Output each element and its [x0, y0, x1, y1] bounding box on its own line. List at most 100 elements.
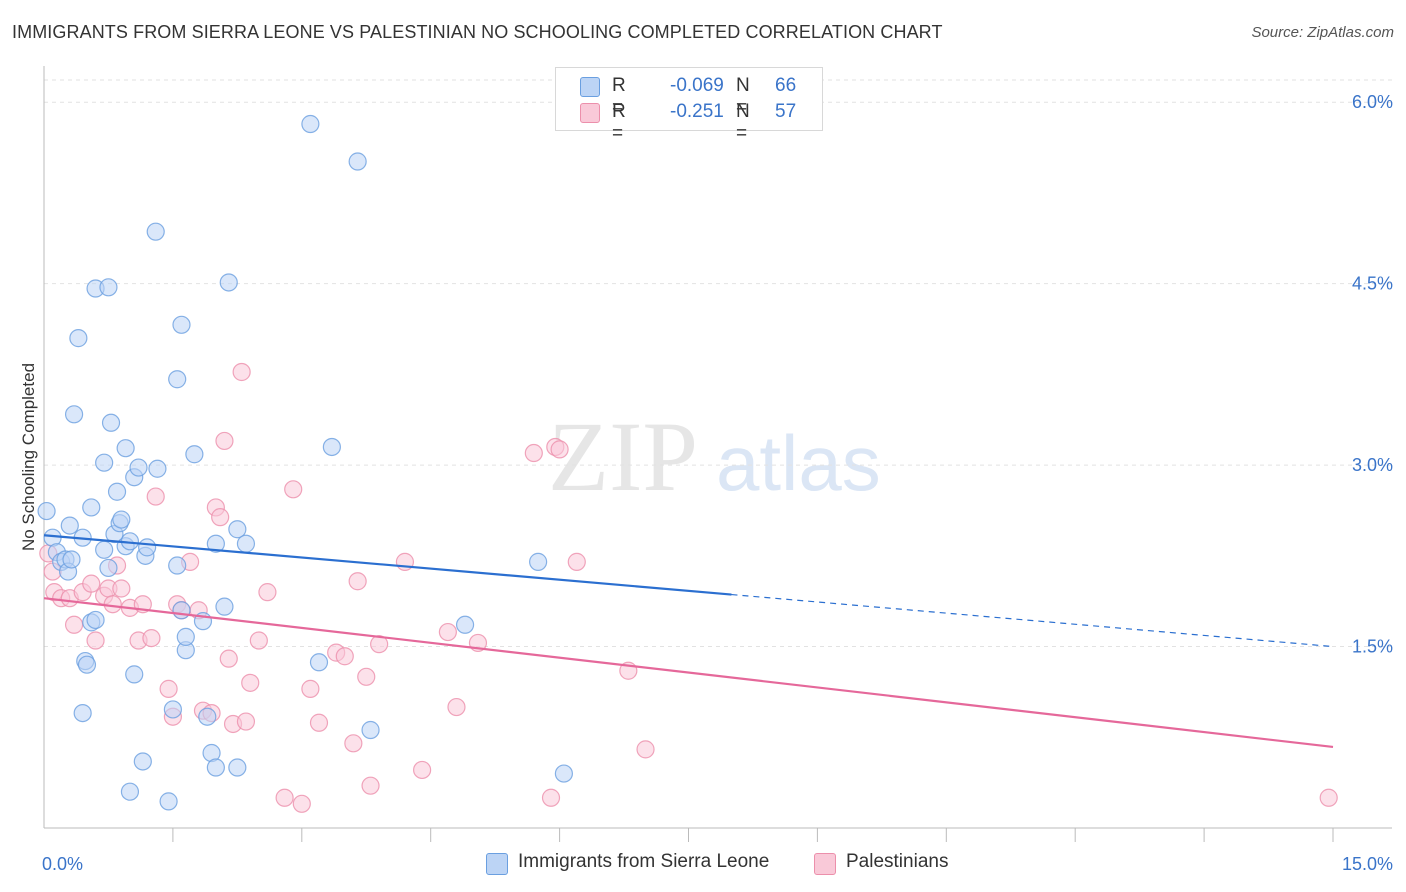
sierra-leone-point — [125, 665, 144, 684]
sierra-leone-point — [107, 482, 127, 501]
y-tick-label: 4.5% — [1352, 274, 1393, 294]
palestinian-point — [541, 788, 561, 807]
sierra-leone-point — [86, 610, 105, 630]
sierra-leone-point — [37, 501, 56, 521]
legend-n-value: 57 — [775, 101, 797, 122]
palestinian-point — [438, 622, 457, 642]
palestinian-point — [232, 362, 251, 382]
y-axis-title: No Schooling Completed — [19, 363, 38, 551]
palestinian-point — [357, 667, 376, 686]
sierra-leone-point — [206, 534, 225, 553]
palestinian-points — [39, 362, 1338, 813]
sierra-leone-point — [138, 538, 157, 557]
sierra-leone-point — [206, 758, 225, 777]
sierra-leone-point — [219, 273, 238, 292]
sierra-leone-point — [82, 498, 101, 517]
palestinian-point — [335, 647, 354, 666]
palestinian-point — [524, 443, 543, 463]
palestinian-point — [1319, 788, 1338, 807]
palestinian-point — [361, 776, 380, 795]
legend-swatch-pink — [580, 103, 600, 123]
palestinian-point — [215, 431, 234, 451]
sierra-leone-point — [168, 556, 187, 575]
sierra-leone-point — [163, 700, 182, 719]
palestinian-point — [344, 734, 363, 753]
gridlines — [44, 79, 1392, 648]
legend-r-value: -0.251 — [670, 101, 724, 122]
palestinian-point — [413, 760, 432, 780]
sierra-leone-point — [99, 278, 118, 297]
legend-n-label: N = — [736, 101, 750, 144]
sierra-leone-point — [133, 752, 152, 771]
sierra-leone-trend-line — [43, 534, 732, 596]
x-tick-label-min: 0.0% — [42, 854, 83, 874]
palestinian-point — [211, 508, 230, 527]
palestinian-point — [301, 679, 320, 698]
palestinian-point — [112, 579, 131, 598]
sierra-leone-point — [236, 534, 256, 553]
palestinian-point — [159, 679, 178, 698]
palestinian-point — [241, 673, 260, 692]
sierra-leone-point — [361, 720, 380, 740]
palestinian-point — [64, 615, 84, 634]
palestinian-point — [284, 480, 303, 499]
source-label: Source: ZipAtlas.com — [1251, 24, 1394, 41]
sierra-leone-points — [37, 114, 573, 811]
palestinian-point — [249, 631, 268, 650]
sierra-leone-point — [228, 758, 247, 777]
legend-r-label: R = — [612, 101, 626, 144]
sierra-leone-point — [215, 597, 234, 616]
axis-labels: 1.5% 3.0% 4.5% 6.0% 0.0% 15.0% No Schooling Co… — [19, 92, 1393, 874]
chart-title: IMMIGRANTS FROM SIERRA LEONE VS PALESTIN… — [12, 22, 943, 42]
palestinian-point — [236, 712, 256, 731]
sierra-leone-point — [116, 439, 135, 458]
sierra-leone-point — [301, 114, 320, 134]
palestinian-point — [636, 740, 655, 759]
legend-n-value: 66 — [775, 75, 797, 96]
palestinian-point — [309, 713, 329, 732]
sierra-leone-point — [95, 540, 114, 559]
sierra-leone-point — [64, 405, 84, 424]
palestinian-point — [103, 595, 122, 614]
palestinian-point — [292, 794, 311, 813]
palestinian-point — [258, 583, 277, 602]
y-tick-label: 6.0% — [1352, 92, 1393, 112]
palestinian-point — [447, 697, 466, 717]
sierra-leone-point — [62, 550, 81, 569]
palestinian-trend-line — [43, 597, 1334, 749]
sierra-leone-point — [554, 764, 573, 783]
sierra-leone-point — [198, 707, 217, 726]
sierra-leone-point — [176, 627, 195, 646]
trend-lines — [43, 534, 1334, 749]
palestinian-point — [219, 649, 238, 668]
watermark-zip: ZIP — [548, 401, 698, 512]
sierra-leone-point — [309, 653, 329, 672]
sierra-leone-point — [120, 782, 140, 801]
watermark-atlas: atlas — [716, 419, 881, 507]
palestinian-point — [86, 631, 105, 650]
sierra-leone-point — [172, 315, 191, 334]
sierra-leone-point — [146, 222, 165, 241]
sierra-leone-trend-extension — [731, 593, 1334, 648]
palestinian-point — [82, 574, 101, 593]
sierra-leone-point — [322, 437, 341, 457]
bottom-swatch-blue — [486, 853, 508, 875]
y-tick-label: 3.0% — [1352, 455, 1393, 475]
sierra-leone-point — [348, 152, 367, 171]
palestinian-point — [142, 628, 161, 648]
sierra-leone-point — [60, 516, 79, 535]
bottom-legend-label: Immigrants from Sierra Leone — [518, 851, 770, 872]
sierra-leone-point — [101, 413, 121, 432]
legend-r-label: R = — [612, 75, 626, 118]
sierra-leone-point — [112, 510, 131, 529]
sierra-leone-point — [148, 459, 167, 478]
stats-legend: R = -0.069 N = 66 R = -0.251 N = 57 — [555, 67, 823, 144]
legend-r-value: -0.069 — [670, 75, 724, 96]
sierra-leone-point — [95, 453, 114, 472]
sierra-leone-point — [77, 655, 97, 674]
sierra-leone-point — [228, 520, 247, 539]
sierra-leone-point — [69, 329, 88, 348]
sierra-leone-point — [185, 445, 204, 464]
palestinian-point — [370, 635, 389, 654]
